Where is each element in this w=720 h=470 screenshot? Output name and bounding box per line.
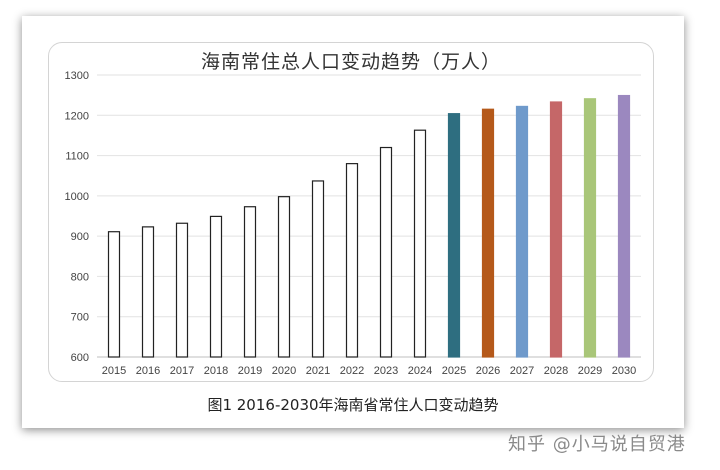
y-tick-label: 800 bbox=[71, 271, 89, 283]
y-tick-label: 1300 bbox=[65, 70, 89, 82]
y-tick-label: 600 bbox=[71, 352, 89, 364]
y-tick-label: 900 bbox=[71, 231, 89, 243]
y-tick-label: 1000 bbox=[65, 191, 89, 203]
bar bbox=[549, 101, 563, 358]
bar bbox=[175, 222, 189, 358]
x-tick-label: 2027 bbox=[510, 365, 534, 377]
x-tick-label: 2025 bbox=[442, 365, 466, 377]
bar bbox=[243, 206, 257, 358]
x-tick-label: 2019 bbox=[238, 365, 262, 377]
figure-card: 海南常住总人口变动趋势（万人） 600 700 800 900 1000 1100 1200… bbox=[22, 16, 684, 428]
bar bbox=[617, 94, 631, 358]
figure-caption: 图1 2016-2030年海南省常住人口变动趋势 bbox=[207, 396, 499, 414]
y-tick-label: 1200 bbox=[65, 110, 89, 122]
x-tick-label: 2026 bbox=[476, 365, 500, 377]
chart-title: 海南常住总人口变动趋势（万人） bbox=[200, 51, 501, 73]
watermark-text: 知乎 @小马说自贸港 bbox=[508, 434, 686, 455]
bar bbox=[413, 129, 427, 358]
bar bbox=[447, 113, 461, 358]
bar bbox=[515, 105, 529, 358]
x-tick-label: 2016 bbox=[136, 365, 160, 377]
y-tick-label: 700 bbox=[71, 312, 89, 324]
x-tick-label: 2030 bbox=[612, 365, 636, 377]
bar bbox=[379, 146, 393, 358]
bar bbox=[209, 215, 223, 358]
bar bbox=[141, 226, 155, 358]
x-tick-label: 2015 bbox=[102, 365, 126, 377]
x-tick-label: 2023 bbox=[374, 365, 398, 377]
x-tick-label: 2029 bbox=[578, 365, 602, 377]
bar bbox=[107, 231, 121, 358]
bar-chart: 600 700 800 900 1000 1100 1200 1300 2015 2016 2017… bbox=[65, 70, 641, 377]
bar bbox=[481, 108, 495, 358]
x-tick-label: 2021 bbox=[306, 365, 330, 377]
x-tick-label: 2022 bbox=[340, 365, 364, 377]
chart-frame: 海南常住总人口变动趋势（万人） 600 700 800 900 1000 1100 1200… bbox=[48, 42, 654, 382]
x-tick-label: 2028 bbox=[544, 365, 568, 377]
x-tick-label: 2024 bbox=[408, 365, 432, 377]
bar bbox=[277, 196, 291, 358]
bar bbox=[345, 163, 359, 358]
x-tick-label: 2018 bbox=[204, 365, 228, 377]
x-tick-label: 2020 bbox=[272, 365, 296, 377]
bar bbox=[583, 98, 597, 358]
bar bbox=[311, 180, 325, 358]
x-tick-label: 2017 bbox=[170, 365, 194, 377]
y-tick-label: 1100 bbox=[65, 151, 89, 163]
